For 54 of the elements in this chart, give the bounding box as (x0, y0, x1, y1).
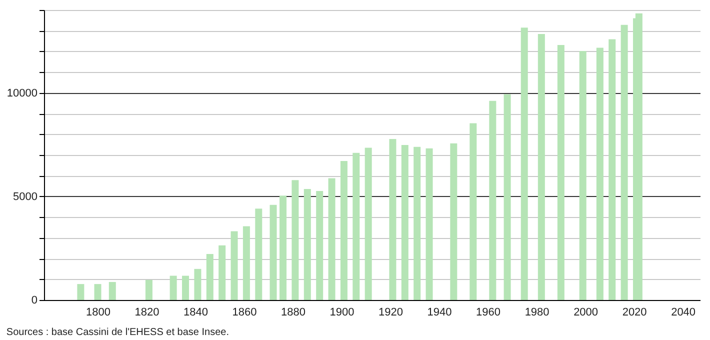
bar (270, 204, 277, 300)
x-tick-label: 2040 (671, 306, 696, 318)
bar (608, 39, 616, 300)
y-tick-label: 10000 (6, 87, 38, 100)
bar (280, 196, 287, 300)
x-tick-label: 1860 (232, 306, 257, 318)
x-tick-label: 1980 (524, 306, 550, 318)
bar (182, 276, 190, 300)
x-tick-label: 1920 (378, 306, 404, 318)
y-tick-label: 0 (31, 294, 38, 306)
bar (77, 284, 84, 300)
bar (620, 24, 628, 300)
bar (557, 45, 564, 300)
bar (218, 245, 226, 300)
x-tick-label: 1960 (476, 306, 501, 318)
x-tick-label: 1840 (184, 306, 208, 318)
bar (470, 123, 477, 300)
bar (364, 148, 372, 300)
bar (352, 152, 360, 300)
bar (304, 188, 311, 300)
bar (489, 100, 496, 300)
bar (230, 231, 238, 300)
bar (450, 143, 458, 300)
bar (316, 191, 324, 300)
bar (108, 282, 116, 300)
bar (145, 280, 152, 300)
bar (340, 161, 348, 300)
bar (194, 268, 202, 300)
bar (206, 254, 214, 300)
bar (414, 146, 421, 300)
bar (504, 94, 511, 300)
bar (579, 51, 586, 300)
bar (255, 208, 262, 300)
bar (242, 226, 250, 300)
x-tick-label: 1880 (281, 306, 306, 318)
bar (426, 148, 433, 300)
x-tick-label: 1900 (330, 306, 354, 318)
y-tick-label: 5000 (13, 190, 38, 203)
x-tick-label: 1800 (86, 306, 110, 318)
bar (389, 139, 396, 300)
bar (170, 276, 177, 300)
bar (292, 180, 299, 300)
x-tick-label: 1820 (134, 306, 160, 318)
bar (635, 13, 642, 300)
bar (94, 284, 102, 300)
bar (520, 28, 528, 300)
bar (401, 145, 408, 300)
bar (596, 48, 604, 300)
bar (538, 34, 545, 300)
bar (328, 178, 336, 300)
x-tick-label: 2000 (574, 306, 598, 318)
source-note: Sources : base Cassini de l'EHESS et base Insee. (6, 327, 230, 338)
x-tick-label: 2020 (622, 306, 647, 318)
x-tick-label: 1940 (427, 306, 452, 318)
